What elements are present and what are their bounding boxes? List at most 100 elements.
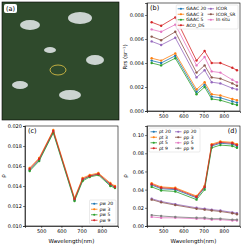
series-point [195, 71, 197, 73]
legend-item: ICOR [208, 6, 228, 11]
series-point [195, 59, 197, 61]
legend-item: GAAC 5 [178, 17, 204, 22]
series-point [97, 172, 99, 174]
legend-label: ACO_DS [186, 23, 204, 29]
series-point [210, 143, 212, 145]
legend-item: ρt 5 [151, 140, 169, 145]
series-point [150, 186, 152, 188]
series-point [210, 218, 212, 220]
legend-box [90, 200, 117, 224]
legend-swatch [175, 131, 182, 132]
series [28, 132, 116, 202]
series-point [236, 213, 238, 215]
y-tick-label: 0.000 [130, 108, 144, 114]
series-point [231, 211, 233, 213]
y-tick-label: 0.02 [133, 205, 144, 211]
series-point [236, 69, 238, 71]
legend-item: ρt 20 [151, 129, 171, 134]
series [28, 129, 116, 199]
y-axis-title: ρ [0, 174, 7, 178]
cloud [86, 55, 104, 65]
x-tick-label: 500 [159, 113, 169, 119]
legend: ρw 20ρw 3ρw 5ρw 9 [90, 200, 117, 224]
series-point [219, 209, 221, 211]
y-tick: 0.10 [133, 132, 147, 138]
legend-item: ρp 20 [175, 129, 197, 134]
legend-label: ρw 20 [100, 201, 114, 206]
legend: ρt 20ρt 3ρt 5ρt 9ρp 20ρp 3ρp 5ρp 9 [149, 128, 200, 152]
series-point [219, 218, 221, 220]
x-tick-label: 600 [179, 113, 189, 119]
legend-item: ρp 3 [175, 135, 194, 140]
series-point [236, 85, 238, 87]
x-tick-label: 800 [220, 228, 230, 234]
series-point [231, 218, 233, 220]
legend-item: ρw 9 [91, 218, 110, 223]
x-tick: 600 [179, 226, 189, 234]
series [150, 216, 238, 222]
legend-swatch [178, 14, 185, 15]
series-point [236, 101, 238, 103]
legend-swatch [208, 14, 215, 15]
series-point [150, 40, 152, 42]
series-point [195, 198, 197, 200]
series-point [195, 217, 197, 219]
series-point [210, 62, 212, 64]
legend-swatch [91, 214, 98, 215]
series-line [152, 199, 237, 214]
x-axis: 500600700800 [148, 226, 241, 234]
y-tick: 0.008 [130, 12, 147, 18]
series-point [174, 188, 176, 190]
series-point [88, 174, 90, 176]
y-tick-label: 0.004 [130, 60, 144, 66]
legend-item: ρp 9 [175, 146, 194, 151]
legend-marker [153, 147, 155, 149]
legend-swatch [175, 142, 182, 143]
series-point [88, 175, 90, 177]
series-point [160, 201, 162, 203]
x-tick-label: 700 [77, 228, 87, 234]
series-point [236, 147, 238, 149]
series-point [236, 143, 238, 145]
series-point [174, 52, 176, 54]
legend-marker [210, 8, 212, 10]
series-point [160, 187, 162, 189]
series-point [203, 186, 205, 188]
series-point [231, 103, 233, 105]
x-axis: 500600700800 [26, 226, 119, 234]
series-point [210, 76, 212, 78]
x-tick-label: 600 [57, 228, 67, 234]
series-point [203, 217, 205, 219]
series-point [203, 56, 205, 58]
series-point [73, 199, 75, 201]
series-point [150, 62, 152, 64]
series-point [210, 70, 212, 72]
series-point [114, 187, 116, 189]
series-point [203, 218, 205, 220]
y-axis-line [23, 127, 26, 227]
legend-label: ICOR [216, 6, 227, 11]
figure: (a)5006007008000.0000.0020.0040.0060.008… [0, 0, 243, 245]
y-tick-label: 0.00 [133, 223, 144, 229]
series-point [114, 186, 116, 188]
legend-label: ρw 9 [100, 218, 111, 223]
legend-swatch [208, 8, 215, 9]
series-point [97, 173, 99, 175]
series-point [219, 77, 221, 79]
legend-label: GAAC 5 [186, 17, 203, 22]
series-point [195, 93, 197, 95]
y-tick: 0.004 [130, 60, 147, 66]
x-tick-label: 500 [37, 228, 47, 234]
series-point [150, 214, 152, 216]
legend-item: ρp 5 [175, 140, 194, 145]
legend: GAAC 20GAAC 3GAAC 5ACO_DSICORICOR_SRIn s… [176, 5, 238, 29]
legend-item: ρw 5 [91, 212, 110, 217]
series-point [219, 99, 221, 101]
series-point [73, 198, 75, 200]
legend-marker [177, 136, 179, 138]
series-point [160, 39, 162, 41]
series-point [174, 203, 176, 205]
y-tick-label: 0.014 [8, 183, 22, 189]
series-point [203, 50, 205, 52]
series-line [152, 145, 237, 200]
